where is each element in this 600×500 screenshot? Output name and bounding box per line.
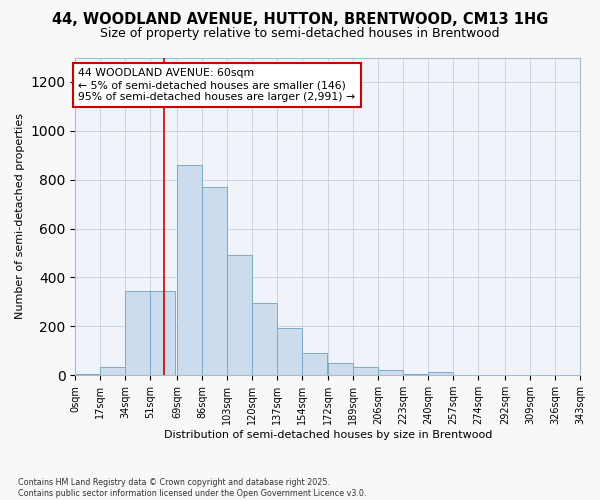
Text: 44 WOODLAND AVENUE: 60sqm
← 5% of semi-detached houses are smaller (146)
95% of : 44 WOODLAND AVENUE: 60sqm ← 5% of semi-d… bbox=[79, 68, 355, 102]
Bar bbox=[302, 353, 327, 375]
Bar bbox=[76, 374, 100, 375]
Text: Contains HM Land Registry data © Crown copyright and database right 2025.
Contai: Contains HM Land Registry data © Crown c… bbox=[18, 478, 367, 498]
Text: Size of property relative to semi-detached houses in Brentwood: Size of property relative to semi-detach… bbox=[100, 28, 500, 40]
Bar bbox=[125, 291, 151, 375]
Bar bbox=[328, 363, 353, 375]
Bar bbox=[353, 368, 379, 375]
Text: 44, WOODLAND AVENUE, HUTTON, BRENTWOOD, CM13 1HG: 44, WOODLAND AVENUE, HUTTON, BRENTWOOD, … bbox=[52, 12, 548, 28]
Bar bbox=[151, 291, 175, 375]
Bar bbox=[177, 165, 202, 375]
Bar bbox=[227, 256, 252, 375]
Bar bbox=[403, 374, 428, 375]
Bar bbox=[379, 370, 403, 375]
Bar bbox=[202, 187, 227, 375]
Bar bbox=[100, 366, 125, 375]
Bar bbox=[277, 328, 302, 375]
X-axis label: Distribution of semi-detached houses by size in Brentwood: Distribution of semi-detached houses by … bbox=[164, 430, 492, 440]
Y-axis label: Number of semi-detached properties: Number of semi-detached properties bbox=[15, 114, 25, 320]
Bar bbox=[428, 372, 454, 375]
Bar bbox=[252, 303, 277, 375]
